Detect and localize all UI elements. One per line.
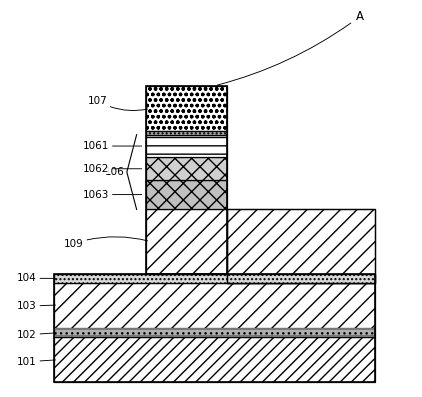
Text: 106: 106 xyxy=(105,167,125,177)
Text: 103: 103 xyxy=(17,301,56,311)
Bar xyxy=(227,210,376,283)
Bar xyxy=(146,135,227,157)
Bar xyxy=(146,180,227,210)
Bar xyxy=(227,274,376,283)
Bar xyxy=(54,328,376,337)
Bar xyxy=(146,210,227,274)
Bar xyxy=(54,335,376,337)
Text: 107: 107 xyxy=(87,96,148,111)
Bar xyxy=(146,157,227,180)
Bar xyxy=(146,86,227,274)
Bar xyxy=(227,210,376,283)
Bar xyxy=(54,274,376,382)
Text: 1061: 1061 xyxy=(83,141,142,151)
Bar xyxy=(146,131,227,135)
Bar xyxy=(54,328,376,330)
Bar xyxy=(146,86,227,131)
Bar xyxy=(54,274,376,283)
Bar xyxy=(54,337,376,382)
Text: 102: 102 xyxy=(17,330,56,340)
Text: 104: 104 xyxy=(17,274,56,283)
Text: 109: 109 xyxy=(64,237,148,249)
Text: 1062: 1062 xyxy=(83,164,142,174)
Text: 101: 101 xyxy=(17,357,56,367)
Text: 1063: 1063 xyxy=(83,190,142,200)
Bar xyxy=(54,283,376,328)
Text: A: A xyxy=(217,10,364,85)
